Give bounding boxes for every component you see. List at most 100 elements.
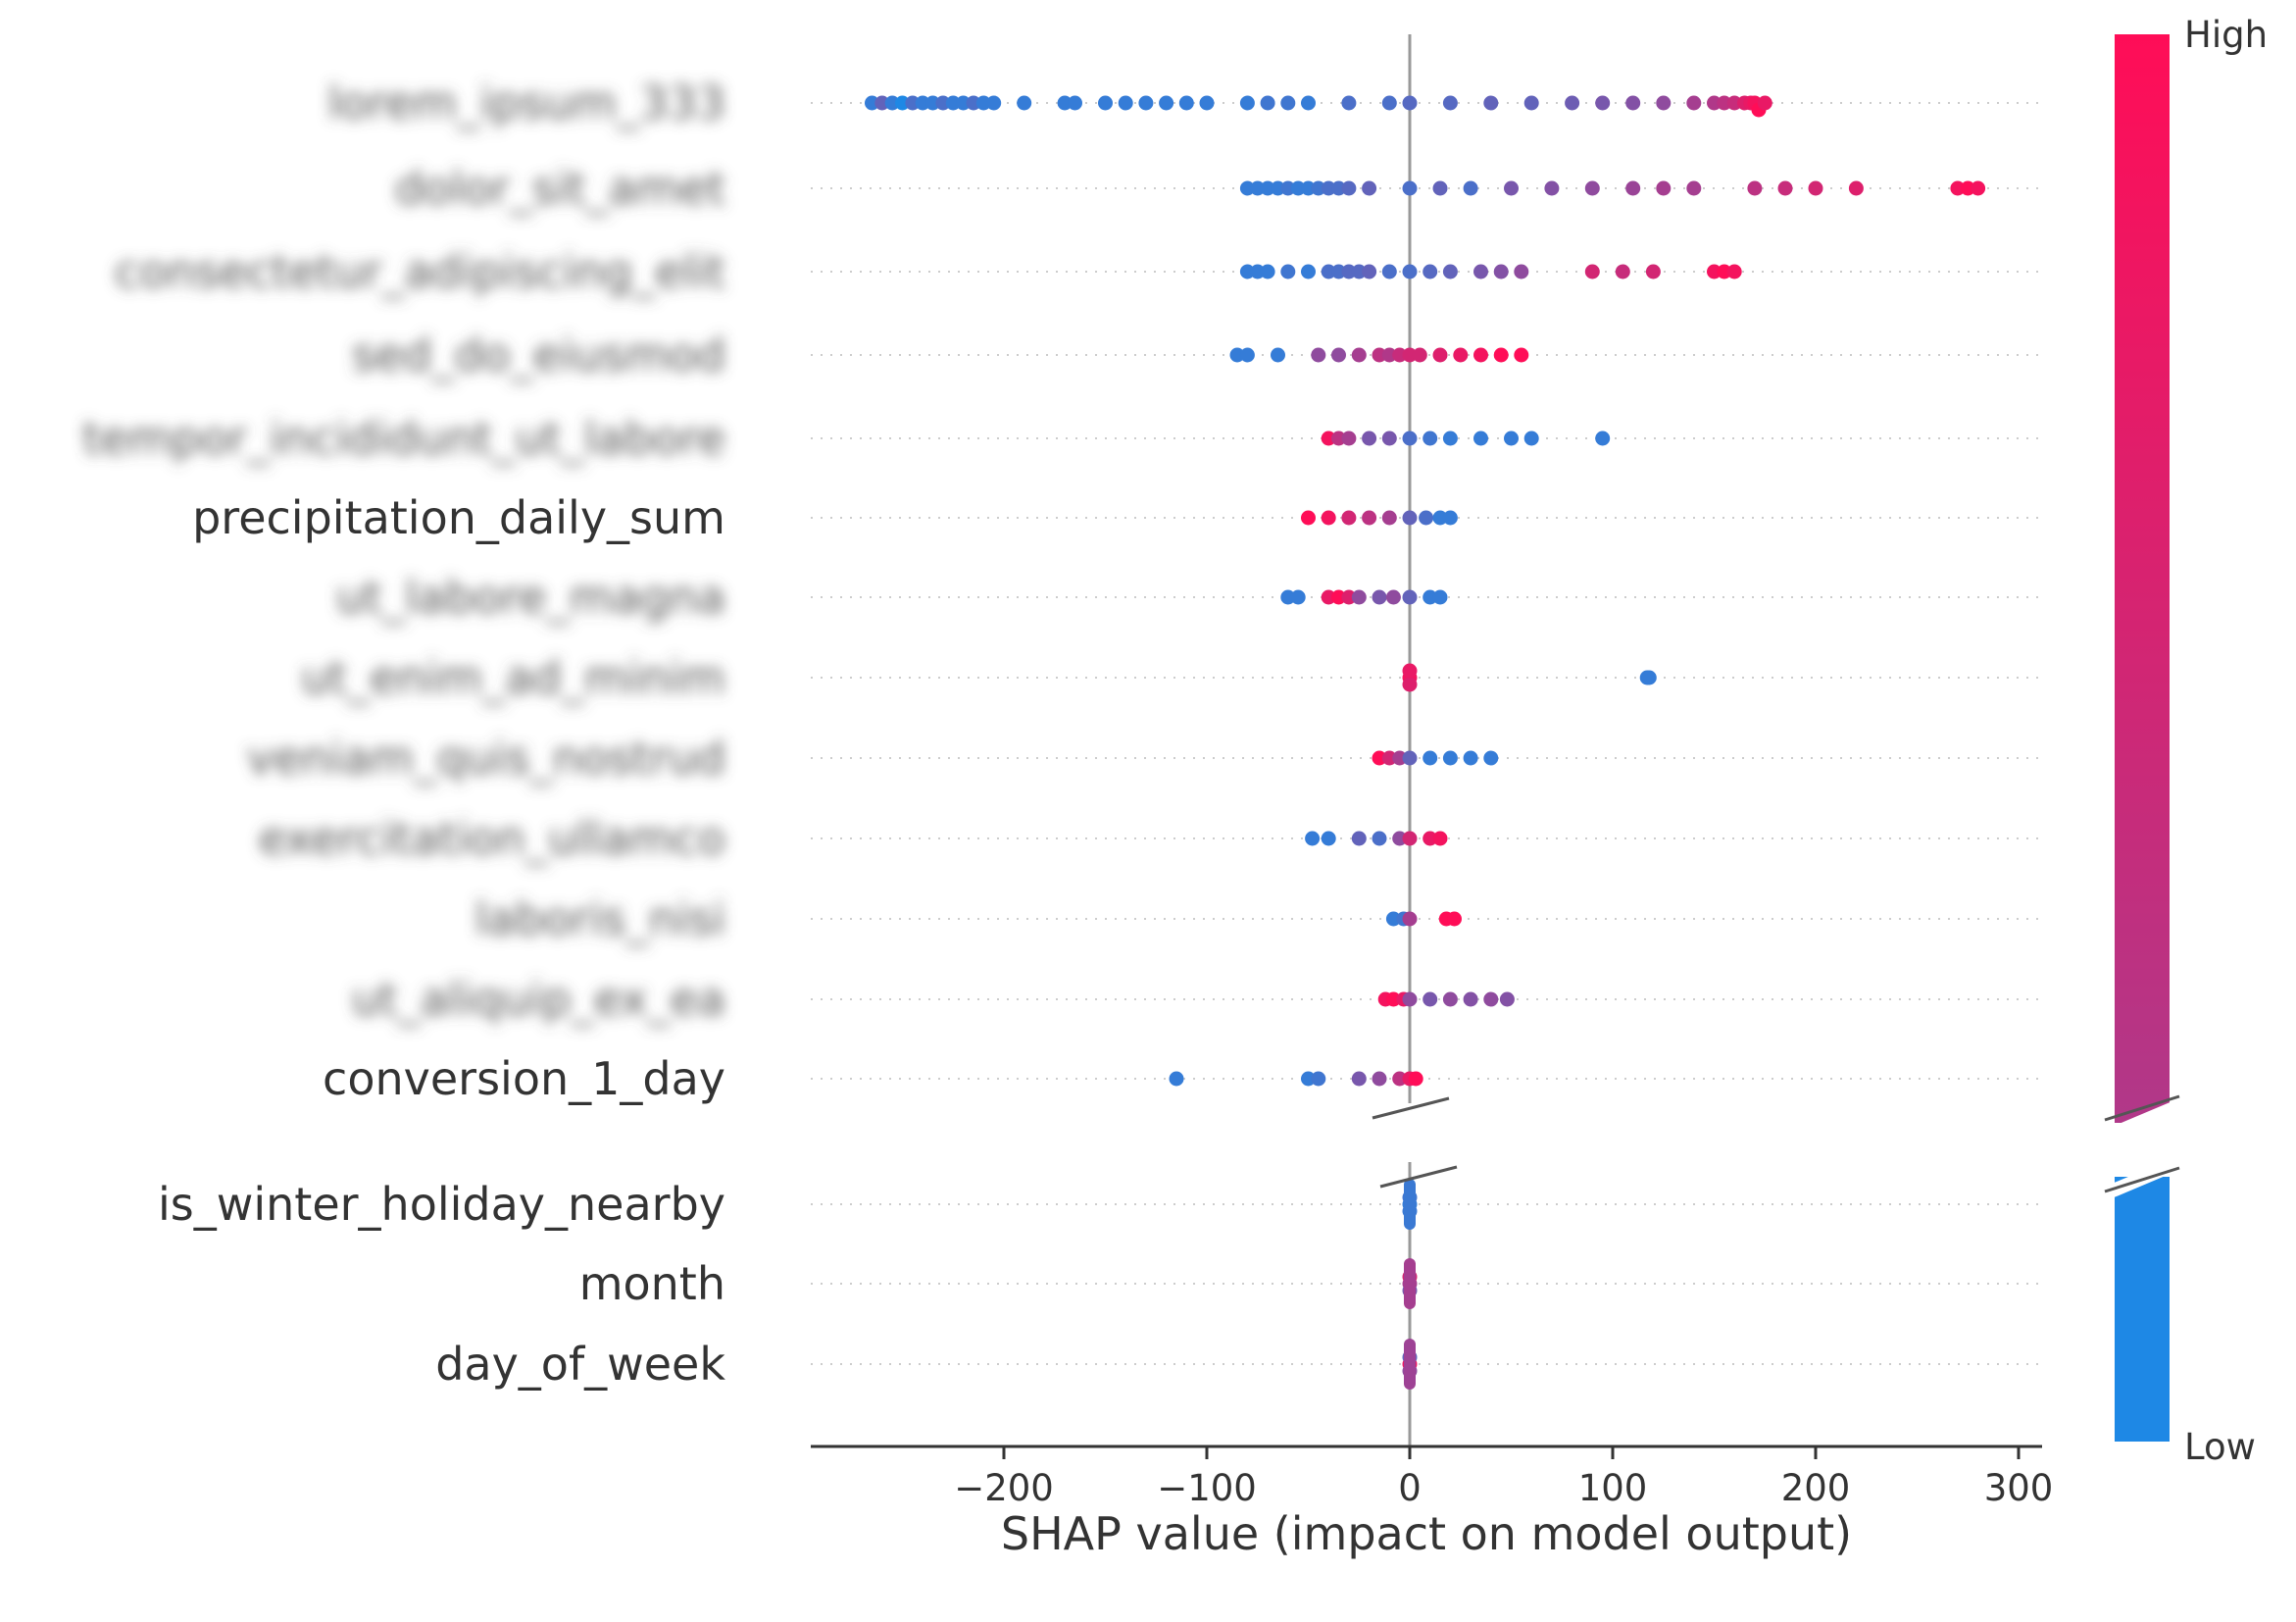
feature-label: is_winter_holiday_nearby (158, 1178, 725, 1231)
shap-point (1372, 750, 1387, 766)
shap-point (1068, 95, 1082, 111)
x-tick-label: −200 (954, 1467, 1054, 1509)
shap-point (1423, 264, 1438, 279)
shap-point (1301, 95, 1316, 111)
shap-point (1504, 180, 1519, 196)
feature-label: veniam_quis_nostrud (247, 732, 725, 785)
shap-point (1138, 95, 1154, 111)
shap-point (895, 95, 910, 111)
feature-label: day_of_week (435, 1338, 725, 1391)
shap-point (1199, 95, 1215, 111)
shap-point (865, 95, 879, 111)
shap-point (1301, 264, 1316, 279)
shap-point (1239, 180, 1255, 196)
shap-point (1717, 264, 1732, 279)
shap-point (1321, 264, 1336, 279)
shap-point (1280, 180, 1296, 196)
shap-point (1463, 750, 1478, 766)
shap-point (1447, 911, 1462, 927)
shap-point (1341, 589, 1357, 605)
shap-point (1402, 347, 1418, 363)
shap-point (1544, 180, 1560, 196)
shap-point (1362, 180, 1377, 196)
colorbar: High Low (2104, 14, 2268, 1468)
shap-point (1432, 589, 1448, 605)
feature-label: month (579, 1257, 725, 1310)
shap-point (1362, 431, 1377, 446)
shap-point (1250, 264, 1266, 279)
shap-point (986, 95, 1002, 111)
x-axis-title: SHAP value (impact on model output) (1001, 1507, 1852, 1560)
shap-point (1442, 750, 1458, 766)
feature-label: ut_aliquip_ex_ea (352, 973, 725, 1026)
shap-point (1483, 991, 1499, 1007)
x-tick-label: −100 (1157, 1467, 1257, 1509)
shap-point (1331, 347, 1346, 363)
shap-point (1483, 95, 1499, 111)
shap-point (874, 95, 890, 111)
shap-point-stack (1404, 1258, 1416, 1309)
shap-point (1777, 180, 1793, 196)
shap-point (1372, 589, 1387, 605)
shap-point (1280, 589, 1296, 605)
feature-label: precipitation_daily_sum (192, 491, 725, 544)
shap-point (1408, 1071, 1423, 1087)
shap-point (1686, 95, 1702, 111)
shap-point (1239, 264, 1255, 279)
shap-point (1321, 180, 1336, 196)
shap-point (1290, 589, 1306, 605)
feature-label: conversion_1_day (323, 1052, 725, 1105)
axis-break (1353, 1096, 1471, 1189)
shap-point (1239, 95, 1255, 111)
shap-point (1385, 911, 1401, 927)
shap-point (1423, 991, 1438, 1007)
shap-point (1290, 180, 1306, 196)
shap-point (1331, 180, 1346, 196)
shap-point (1523, 431, 1539, 446)
shap-point (925, 95, 940, 111)
shap-point (1402, 180, 1418, 196)
shap-point (1442, 991, 1458, 1007)
shap-point (1372, 1071, 1387, 1087)
shap-point (1351, 264, 1367, 279)
shap-point (1301, 1071, 1316, 1087)
shap-point (1392, 1071, 1408, 1087)
shap-point (1301, 180, 1316, 196)
x-axis-ticks: −200 −100 0 100 200 300 (954, 1446, 2053, 1509)
shap-point (1260, 95, 1275, 111)
shap-point (1362, 264, 1377, 279)
shap-point (1402, 510, 1418, 526)
feature-label: dolor_sit_amet (395, 162, 725, 215)
shap-point (1419, 510, 1434, 526)
shap-point (1726, 95, 1742, 111)
shap-point (884, 95, 900, 111)
shap-point (935, 95, 951, 111)
shap-point (1493, 347, 1509, 363)
shap-point (945, 95, 961, 111)
shap-point (1311, 1071, 1326, 1087)
shap-point (1808, 180, 1823, 196)
shap-point (1584, 264, 1600, 279)
shap-point (1331, 264, 1346, 279)
shap-point (1402, 431, 1418, 446)
shap-point (1726, 264, 1742, 279)
shap-point (1381, 750, 1397, 766)
shap-point (1625, 180, 1641, 196)
x-tick-label: 300 (1984, 1467, 2054, 1509)
shap-point (1402, 911, 1418, 927)
shap-point (1402, 991, 1418, 1007)
shap-point (1392, 347, 1408, 363)
shap-point (1321, 431, 1336, 446)
feature-label: consectetur_adipiscing_elit (115, 245, 725, 298)
shap-point-stack (1404, 1179, 1416, 1230)
shap-point (1565, 95, 1580, 111)
shap-point (1351, 831, 1367, 846)
shap-point (1641, 670, 1657, 685)
x-tick-label: 100 (1578, 1467, 1648, 1509)
shap-point (1493, 264, 1509, 279)
colorbar-high-label: High (2184, 14, 2268, 56)
shap-point (1412, 347, 1427, 363)
x-tick-label: 0 (1398, 1467, 1422, 1509)
shap-point (1098, 95, 1113, 111)
